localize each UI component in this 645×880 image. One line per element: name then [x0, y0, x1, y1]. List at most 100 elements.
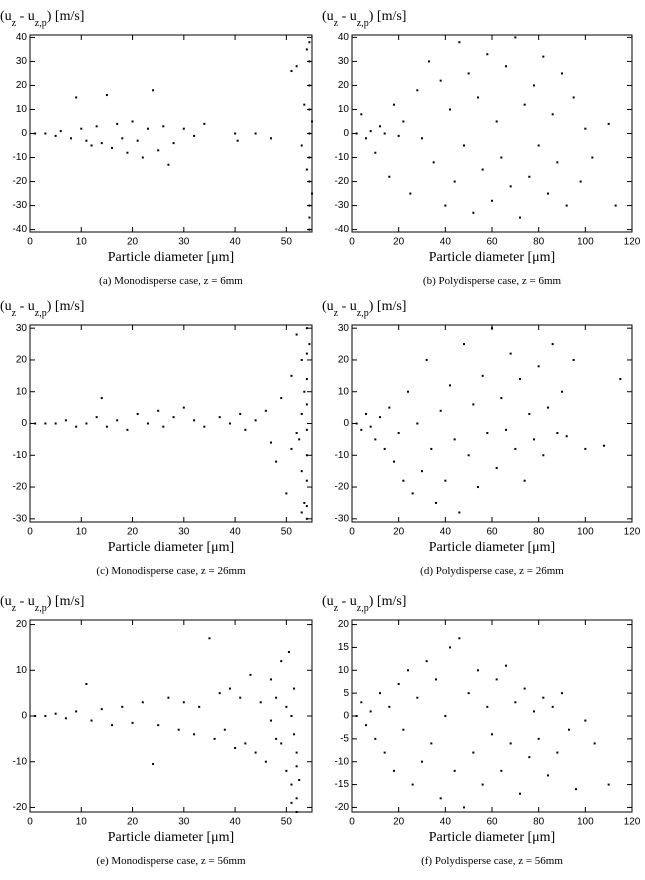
point: [290, 715, 293, 717]
x-tick-label: 120: [624, 817, 641, 828]
point: [152, 89, 155, 92]
point: [182, 406, 185, 409]
point: [379, 416, 381, 419]
x-tick-label: 30: [178, 527, 190, 538]
y-axis-label-part: z,p: [35, 308, 47, 319]
point: [172, 416, 175, 419]
point: [116, 419, 119, 422]
point: [275, 737, 278, 740]
point: [239, 696, 242, 699]
point: [308, 180, 311, 183]
point: [95, 125, 98, 128]
point: [300, 470, 303, 473]
point: [533, 710, 535, 713]
point: [308, 60, 311, 63]
point: [105, 94, 108, 97]
caption: (d) Polydisperse case, z = 26mm: [420, 565, 564, 577]
point: [500, 769, 503, 772]
y-axis-label-part: z: [12, 18, 17, 29]
point: [234, 747, 237, 749]
point: [565, 435, 568, 438]
plot-frame: [351, 324, 633, 523]
point: [383, 132, 386, 135]
x-tick-label: 40: [230, 817, 242, 828]
point: [269, 678, 272, 681]
plot-frame: [351, 34, 633, 233]
point: [193, 733, 196, 736]
y-axis-label-part: z,p: [35, 18, 47, 29]
point: [593, 742, 596, 745]
point: [397, 683, 400, 685]
point: [561, 692, 563, 695]
point: [551, 113, 554, 116]
point: [290, 447, 293, 450]
point: [407, 390, 409, 393]
point: [308, 228, 311, 231]
point: [121, 705, 124, 708]
plot-frame: [29, 324, 313, 523]
point: [463, 806, 465, 809]
point: [126, 151, 129, 154]
y-tick-label: -20: [13, 176, 28, 187]
x-tick-label: 100: [577, 527, 594, 538]
y-tick-label: -10: [335, 152, 350, 163]
point: [54, 712, 57, 715]
x-tick-label: 40: [440, 237, 452, 248]
point: [162, 425, 165, 428]
x-tick-label: 80: [533, 237, 545, 248]
x-tick-label: 0: [349, 527, 355, 538]
y-axis-label-part: (u: [0, 594, 12, 609]
point: [458, 511, 461, 514]
point: [141, 701, 144, 704]
y-tick-label: 30: [338, 56, 350, 67]
point: [584, 719, 587, 722]
point: [287, 651, 290, 653]
point: [421, 470, 423, 473]
point: [295, 432, 298, 435]
x-tick-label: 60: [486, 817, 498, 828]
point: [136, 412, 139, 415]
point: [444, 715, 447, 717]
point: [100, 708, 103, 711]
point: [293, 687, 296, 690]
y-tick-label: -20: [335, 802, 350, 813]
y-axis-label-part: z: [334, 603, 339, 614]
y-tick-label: 10: [16, 104, 28, 115]
point: [305, 378, 308, 381]
y-tick-label: 20: [16, 619, 28, 630]
y-axis-label-part: ) [m/s]: [47, 299, 85, 314]
x-tick-label: 60: [486, 237, 498, 248]
y-axis-label: (uz - uz,p) [m/s]: [322, 594, 406, 614]
point: [472, 403, 475, 406]
point: [244, 428, 247, 431]
point: [95, 416, 98, 419]
point: [105, 425, 108, 428]
point: [208, 637, 211, 640]
point: [467, 692, 470, 695]
point: [295, 751, 298, 754]
point: [519, 378, 521, 381]
point: [444, 204, 447, 207]
point: [293, 733, 296, 736]
point: [505, 664, 507, 667]
point: [290, 801, 293, 804]
point: [551, 705, 554, 708]
y-axis-label-part: (u: [0, 299, 12, 314]
y-tick-label: -10: [13, 450, 28, 461]
point: [228, 687, 231, 690]
point: [509, 185, 512, 188]
point: [275, 696, 278, 699]
y-tick-label: -15: [335, 779, 350, 790]
point: [481, 374, 484, 377]
caption: (e) Monodisperse case, z = 56mm: [96, 855, 246, 867]
x-tick-label: 30: [178, 817, 190, 828]
point: [75, 96, 78, 99]
x-tick-label: 50: [281, 237, 293, 248]
x-tick-label: 60: [486, 527, 498, 538]
x-tick-label: 20: [393, 527, 405, 538]
point: [285, 492, 288, 495]
x-axis-label: Particle diameter [μm]: [429, 250, 555, 265]
point: [430, 447, 433, 450]
y-tick-label: -10: [13, 756, 28, 767]
point: [491, 199, 493, 202]
